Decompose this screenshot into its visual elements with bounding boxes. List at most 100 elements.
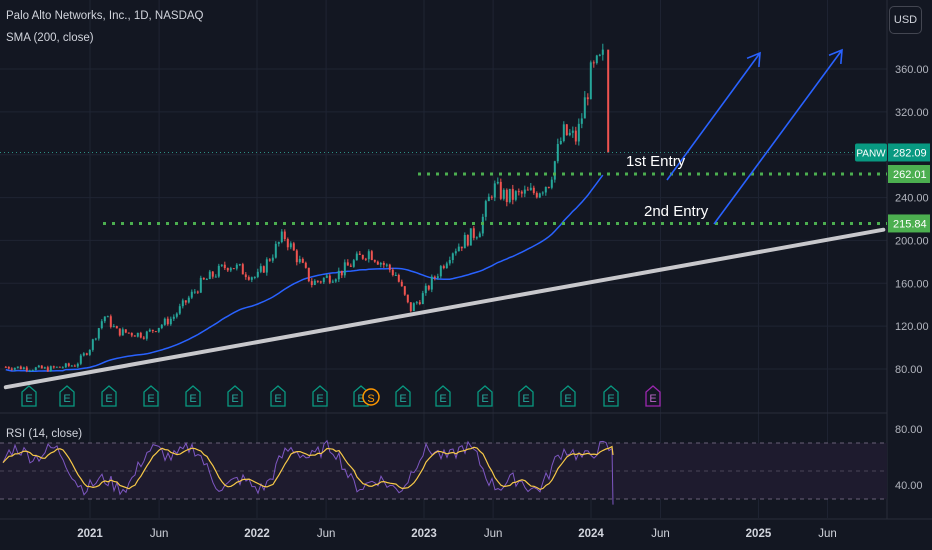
projection-arrow[interactable] <box>713 49 843 225</box>
time-axis[interactable]: 2021 Jun 2022 Jun 2023 Jun 2024 Jun 2025 Jun <box>77 528 837 540</box>
candle-body <box>463 235 466 249</box>
projection-arrows[interactable] <box>666 48 843 225</box>
candle-body <box>394 274 397 276</box>
candle-body <box>442 266 445 269</box>
price-tag-value: 215.84 <box>893 218 927 230</box>
candle-body <box>355 253 358 261</box>
rsi-tick-label: 80.00 <box>895 424 923 436</box>
candle-body <box>457 246 460 252</box>
entry-levels[interactable] <box>0 151 887 225</box>
price-tag[interactable] <box>888 214 930 233</box>
candle-body <box>112 326 115 328</box>
time-tick-label: Jun <box>484 528 503 540</box>
event-marker-label: E <box>481 393 488 405</box>
long-term-trendline[interactable] <box>3 227 886 390</box>
candle-body <box>40 365 43 369</box>
earnings-event-icon[interactable] <box>227 385 243 407</box>
candle-body <box>298 258 301 263</box>
candle-body <box>334 279 337 282</box>
candle-body <box>217 265 220 277</box>
candle-body <box>214 276 217 278</box>
earnings-event-icon[interactable] <box>59 385 75 407</box>
candle-body <box>373 259 376 262</box>
time-tick-label: 2024 <box>578 528 604 540</box>
candle-body <box>262 266 265 273</box>
candle-body <box>73 365 76 367</box>
trendline-segment[interactable] <box>3 227 886 390</box>
event-marker-label: E <box>274 393 281 405</box>
candle-body <box>418 302 421 305</box>
earnings-event-icon[interactable] <box>435 385 451 407</box>
earnings-event-icon[interactable] <box>645 385 661 407</box>
candle-body <box>187 297 190 303</box>
event-marker-label: E <box>63 393 70 405</box>
earnings-event-icon[interactable] <box>101 385 117 407</box>
candle-body <box>310 281 313 285</box>
sma-legend[interactable]: SMA (200, close) <box>6 32 94 44</box>
candle-body <box>31 370 34 372</box>
candle-body <box>229 268 232 271</box>
earnings-event-icon[interactable] <box>560 385 576 407</box>
earnings-event-icon[interactable] <box>395 385 411 407</box>
earnings-event-icon[interactable] <box>143 385 159 407</box>
candle-body <box>562 124 565 141</box>
candle-body <box>532 187 535 194</box>
earnings-event-icon[interactable] <box>518 385 534 407</box>
earnings-event-icon[interactable] <box>21 385 37 407</box>
candle-body <box>496 181 499 184</box>
currency-button[interactable]: USD <box>889 6 922 34</box>
price-tag-value: 282.09 <box>893 147 927 159</box>
price-tag[interactable] <box>888 164 930 183</box>
candle-body <box>397 274 400 282</box>
candle-body <box>547 186 550 188</box>
candle-body <box>226 268 229 271</box>
candle-body <box>16 366 19 368</box>
price-axis[interactable]: 80.00120.00160.00200.00240.00280.00320.0… <box>855 64 930 492</box>
candle-body <box>385 264 388 266</box>
earnings-event-icon[interactable] <box>185 385 201 407</box>
earnings-event-icon[interactable] <box>312 385 328 407</box>
candle-body <box>358 253 361 255</box>
earnings-event-icon[interactable] <box>603 385 619 407</box>
candle-body <box>52 366 55 368</box>
candle-body <box>232 268 235 270</box>
candle-body <box>28 370 31 372</box>
candle-body <box>529 187 532 191</box>
candle-body <box>235 264 238 269</box>
symbol-tag[interactable] <box>855 143 887 162</box>
earnings-event-icon[interactable] <box>270 385 286 407</box>
candle-body <box>100 321 103 329</box>
candle-body <box>91 339 94 350</box>
candle-body <box>598 54 601 56</box>
projection-arrow[interactable] <box>666 52 761 181</box>
candle-body <box>211 271 214 277</box>
candle-body <box>166 318 169 325</box>
time-tick-label: 2025 <box>746 528 772 540</box>
candle-body <box>133 335 136 337</box>
candle-body <box>559 140 562 144</box>
time-tick-label: Jun <box>150 528 169 540</box>
candle-body <box>25 367 28 371</box>
earnings-event-icon[interactable] <box>477 385 493 407</box>
split-event-icon[interactable] <box>362 388 380 406</box>
candle-body <box>472 228 475 238</box>
candle-body <box>88 349 91 355</box>
time-tick-label: 2022 <box>244 528 270 540</box>
rsi-legend[interactable]: RSI (14, close) <box>6 428 83 440</box>
price-tag[interactable] <box>888 143 930 162</box>
event-marker-label: E <box>522 393 529 405</box>
candle-body <box>352 260 355 267</box>
time-tick-label: Jun <box>651 528 670 540</box>
candle-body <box>400 281 403 287</box>
candle-body <box>460 246 463 249</box>
candle-body <box>337 270 340 280</box>
candle-body <box>139 332 142 338</box>
candle-body <box>388 264 391 270</box>
candle-body <box>223 264 226 269</box>
candle-body <box>517 191 520 193</box>
symbol-legend[interactable]: Palo Alto Networks, Inc., 1D, NASDAQ <box>6 10 204 22</box>
grid-lines <box>0 0 932 520</box>
candle-body <box>259 266 262 272</box>
